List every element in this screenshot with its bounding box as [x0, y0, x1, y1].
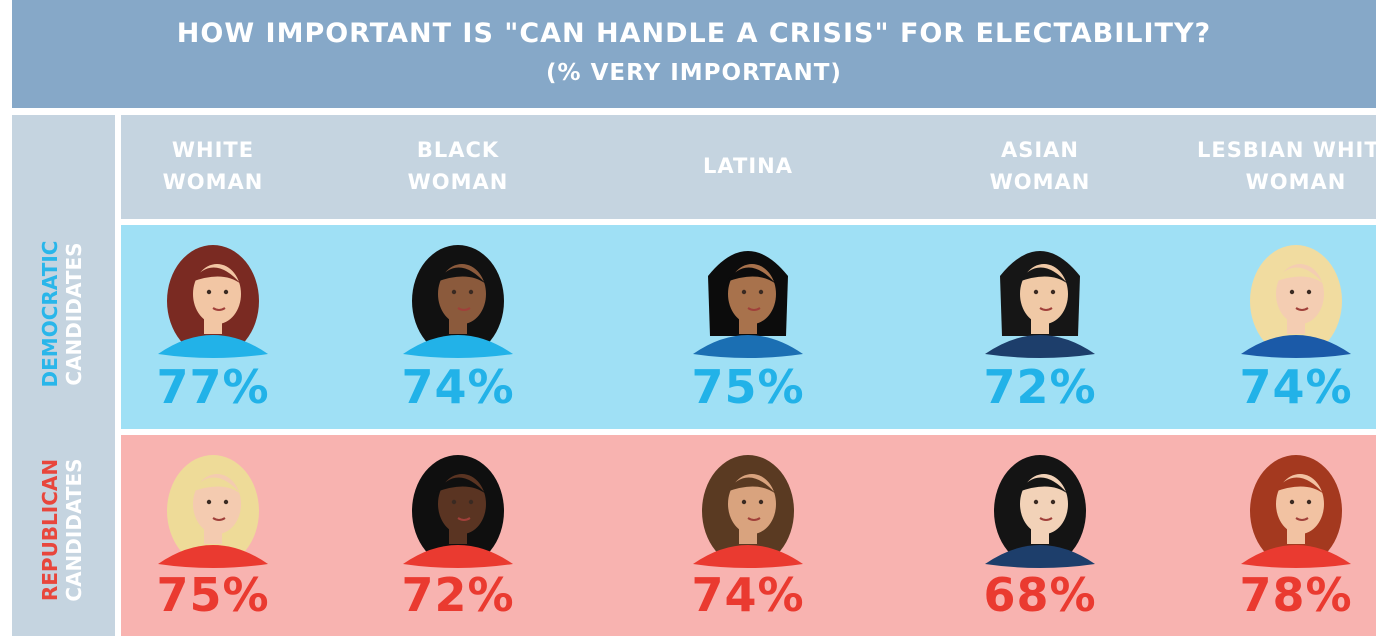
column-header-line: WOMAN	[162, 170, 264, 194]
white-woman-portrait-icon	[158, 245, 268, 358]
column-header-black-woman: BLACK WOMAN	[338, 134, 578, 198]
column-header-asian-woman: ASIAN WOMAN	[920, 134, 1160, 198]
black-woman-portrait-icon	[403, 455, 513, 568]
value-label: 68%	[983, 568, 1097, 622]
value-label: 78%	[1239, 568, 1353, 622]
row-label-column	[12, 115, 115, 636]
column-header-lesbian-white-woman: LESBIAN WHITE WOMAN	[1176, 134, 1376, 198]
value-label: 77%	[156, 360, 270, 414]
latina-portrait-icon	[693, 455, 803, 568]
column-header-latina: LATINA	[628, 150, 868, 182]
value-label: 75%	[691, 360, 805, 414]
value-label: 72%	[983, 360, 1097, 414]
chart-title: HOW IMPORTANT IS "CAN HANDLE A CRISIS" F…	[176, 18, 1212, 49]
latina-portrait-icon	[693, 251, 803, 358]
value-label: 74%	[401, 360, 515, 414]
black-woman-portrait-icon	[403, 245, 513, 358]
asian-woman-portrait-icon	[985, 251, 1095, 358]
column-header-line: WOMAN	[989, 170, 1091, 194]
column-header-white-woman: WHITE WOMAN	[93, 134, 333, 198]
white-woman-portrait-icon	[158, 455, 268, 568]
value-label: 75%	[156, 568, 270, 622]
title-bar	[12, 0, 1376, 108]
column-header-line: WHITE	[171, 138, 255, 162]
lesbian-white-woman-portrait-icon	[1241, 245, 1351, 358]
column-header-line: LESBIAN WHITE	[1196, 138, 1376, 162]
column-header-line: BLACK	[416, 138, 500, 162]
column-header-row	[121, 115, 1376, 219]
value-label: 72%	[401, 568, 515, 622]
column-header-line: WOMAN	[407, 170, 509, 194]
value-label: 74%	[1239, 360, 1353, 414]
column-header-line: WOMAN	[1245, 170, 1347, 194]
asian-woman-portrait-icon	[985, 455, 1095, 568]
column-header-line: LATINA	[703, 154, 793, 178]
column-header-line: ASIAN	[1000, 138, 1080, 162]
lesbian-white-woman-portrait-icon	[1241, 455, 1351, 568]
chart-subtitle: (% VERY IMPORTANT)	[546, 60, 842, 86]
value-label: 74%	[691, 568, 805, 622]
